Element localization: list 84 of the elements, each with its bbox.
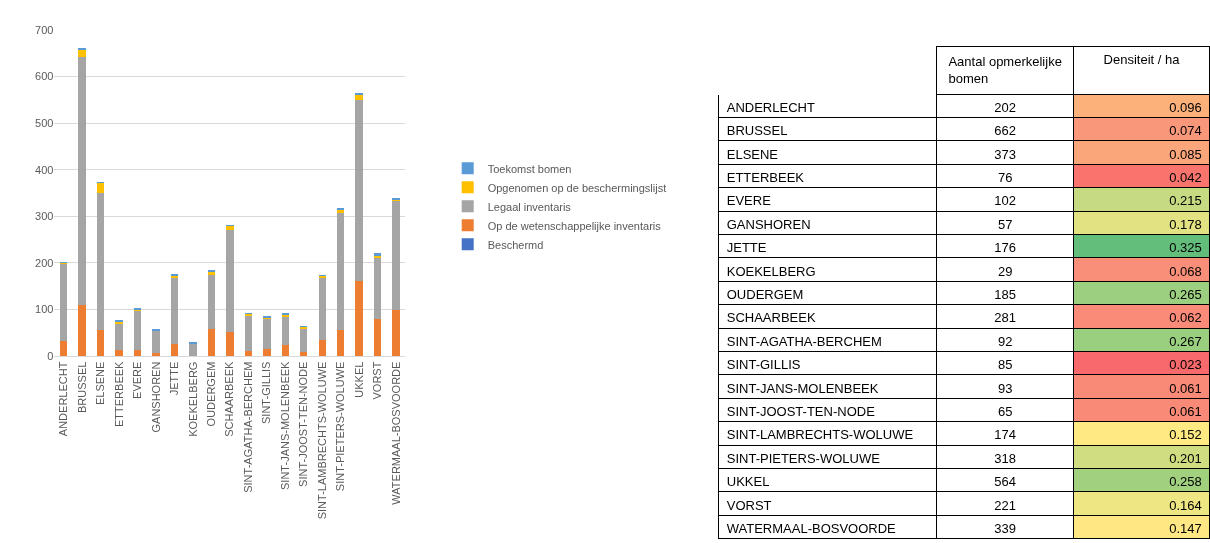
y-tick-label: 300 xyxy=(35,210,54,223)
data-label: 662 xyxy=(994,123,1017,139)
data-label: 0.062 xyxy=(1169,310,1202,326)
data-label: 0.201 xyxy=(1169,450,1202,466)
data-label: 564 xyxy=(994,474,1017,490)
data-label: 0.061 xyxy=(1169,404,1202,420)
y-tick-label: ELSENE xyxy=(726,146,779,162)
data-label: 0.074 xyxy=(1169,123,1202,139)
x-tick-label: SINT-AGATHA-BERCHEM xyxy=(241,361,254,493)
x-tick-label: VORST xyxy=(371,361,384,400)
y-tick-label: 500 xyxy=(35,116,54,129)
x-tick-label: KOEKELBERG xyxy=(186,361,199,437)
x-tick-label: ELSENE xyxy=(94,361,107,406)
x-tick-label: SINT-LAMBRECHTS-WOLUWE xyxy=(315,361,328,520)
data-label: 0.267 xyxy=(1169,333,1202,349)
y-tick-label: OUDERGEM xyxy=(726,287,804,303)
data-label: 185 xyxy=(994,287,1017,303)
data-label: 221 xyxy=(994,497,1017,513)
x-tick-label: SINT-JOOST-TEN-NODE xyxy=(297,361,310,487)
y-tick-label: 400 xyxy=(35,163,54,176)
y-tick-label: 700 xyxy=(35,23,54,36)
legend-label: Toekomst bomen xyxy=(487,162,572,175)
data-label: 0.042 xyxy=(1169,170,1202,186)
data-label: 0.178 xyxy=(1169,216,1202,232)
data-label: 339 xyxy=(994,521,1017,537)
x-tick-label: SINT-JANS-MOLENBEEK xyxy=(278,360,291,490)
data-label: 0.096 xyxy=(1169,99,1202,115)
data-label: 92 xyxy=(997,333,1013,349)
data-label: 0.147 xyxy=(1169,521,1202,537)
y-tick-label: 600 xyxy=(35,70,54,83)
data-label: 281 xyxy=(994,310,1017,326)
data-label: 85 xyxy=(997,357,1013,373)
legend-label: Op de wetenschappelijke inventaris xyxy=(487,219,662,232)
y-tick-label: EVERE xyxy=(726,193,772,209)
x-tick-label: OUDERGEM xyxy=(205,361,217,427)
x-tick-label: Densiteit / ha xyxy=(1103,51,1181,67)
data-label: 0.325 xyxy=(1169,240,1202,256)
y-tick-label: 0 xyxy=(47,350,54,363)
y-tick-label: GANSHOREN xyxy=(726,216,811,232)
y-tick-label: 200 xyxy=(35,256,54,269)
data-label: 76 xyxy=(997,170,1013,186)
legend-label: Beschermd xyxy=(487,238,544,251)
x-tick-label: JETTE xyxy=(168,361,181,396)
y-tick-label: KOEKELBERG xyxy=(726,263,816,279)
data-label: 373 xyxy=(994,146,1017,162)
data-label: 0.023 xyxy=(1169,357,1202,373)
x-tick-label: Aantal opmerkelijke bomen xyxy=(948,54,1062,87)
legend-label: Opgenomen op de beschermingslijst xyxy=(487,181,667,194)
x-tick-label: ETTERBEEK xyxy=(112,360,125,428)
x-tick-label: UKKEL xyxy=(352,361,365,398)
data-label: 318 xyxy=(994,450,1017,466)
x-tick-label: BRUSSEL xyxy=(75,361,88,413)
x-tick-label: SINT-PIETERS-WOLUWE xyxy=(334,361,347,492)
data-label: 0.085 xyxy=(1169,146,1202,162)
y-tick-label: SINT-AGATHA-BERCHEM xyxy=(726,333,882,349)
data-label: 29 xyxy=(997,263,1013,279)
y-tick-label: BRUSSEL xyxy=(726,123,788,139)
data-label: 102 xyxy=(994,193,1017,209)
data-label: 65 xyxy=(997,404,1013,420)
data-label: 0.061 xyxy=(1169,380,1202,396)
y-tick-label: SCHAARBEEK xyxy=(726,310,816,326)
data-label: 176 xyxy=(994,240,1017,256)
data-label: 0.215 xyxy=(1169,193,1202,209)
data-label: 0.265 xyxy=(1169,287,1202,303)
data-label: 0.068 xyxy=(1169,263,1202,279)
data-label: 57 xyxy=(997,216,1013,232)
y-tick-label: 100 xyxy=(35,303,54,316)
data-label: 202 xyxy=(994,99,1017,115)
y-tick-label: ETTERBEEK xyxy=(726,170,805,186)
data-label: 0.164 xyxy=(1169,497,1202,513)
x-tick-label: WATERMAAL-BOSVOORDE xyxy=(389,361,402,505)
data-label: 174 xyxy=(994,427,1017,443)
y-tick-label: JETTE xyxy=(726,240,767,256)
x-tick-label: EVERE xyxy=(131,361,144,399)
x-tick-label: SINT-GILLIS xyxy=(260,361,273,424)
x-tick-label: SCHAARBEEK xyxy=(223,360,236,437)
data-label: 0.258 xyxy=(1169,474,1202,490)
data-label: 93 xyxy=(997,380,1013,396)
legend-label: Legaal inventaris xyxy=(487,200,572,213)
y-tick-label: SINT-PIETERS-WOLUWE xyxy=(726,450,881,466)
y-tick-label: ANDERLECHT xyxy=(726,99,815,115)
y-tick-label: WATERMAAL-BOSVOORDE xyxy=(726,521,897,537)
x-tick-label: GANSHOREN xyxy=(149,361,162,433)
data-label: 0.152 xyxy=(1169,427,1202,443)
